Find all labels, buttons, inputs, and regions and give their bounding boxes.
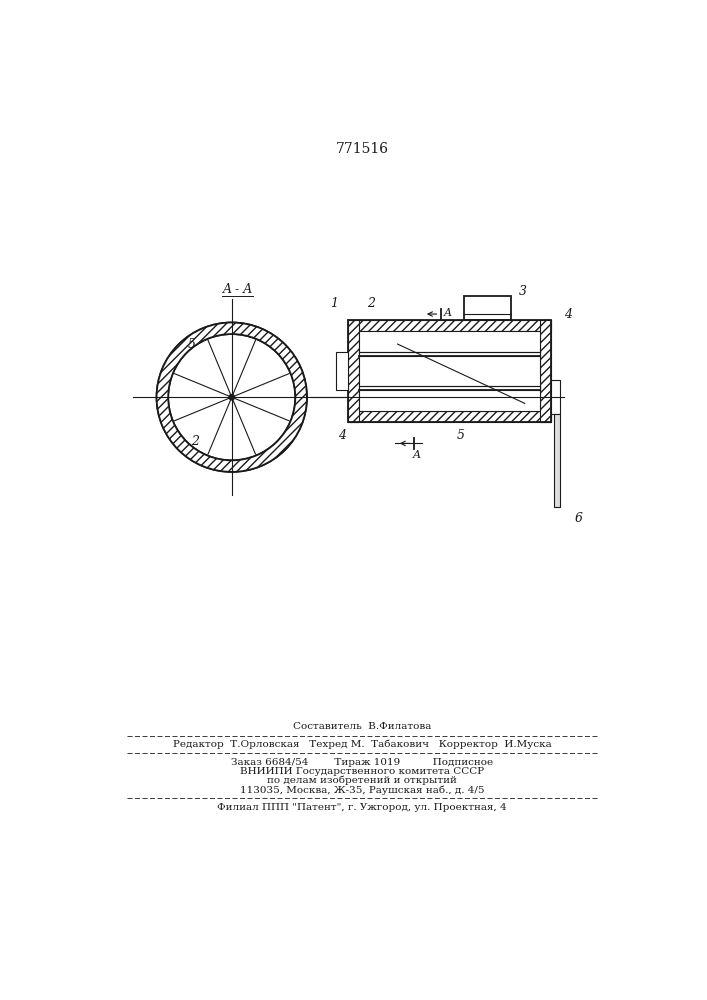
Text: Филиал ППП "Патент", г. Ужгород, ул. Проектная, 4: Филиал ППП "Патент", г. Ужгород, ул. Про… (217, 803, 507, 812)
Bar (336, 352, 348, 390)
Bar (348, 411, 551, 422)
Text: 113035, Москва, Ж-35, Раушская наб., д. 4/5: 113035, Москва, Ж-35, Раушская наб., д. … (240, 785, 484, 795)
Text: A - A: A - A (223, 283, 253, 296)
Bar (359, 331, 540, 411)
Text: 5: 5 (187, 338, 195, 351)
Text: по делам изобретений и открытий: по делам изобретений и открытий (267, 776, 457, 785)
Text: 3: 3 (518, 285, 527, 298)
Text: 6: 6 (574, 512, 582, 525)
Text: Заказ 6684/54        Тираж 1019          Подписное: Заказ 6684/54 Тираж 1019 Подписное (231, 758, 493, 767)
Bar (554, 414, 559, 507)
Bar (348, 320, 359, 422)
Text: 4: 4 (338, 429, 346, 442)
Circle shape (229, 395, 235, 400)
Bar (551, 380, 561, 414)
Bar (359, 386, 540, 390)
Text: A: A (444, 308, 452, 318)
Text: A: A (413, 450, 421, 460)
Text: 5: 5 (457, 429, 464, 442)
Bar (359, 352, 540, 356)
Text: 771516: 771516 (335, 142, 388, 156)
Bar (540, 320, 551, 422)
Text: 2: 2 (191, 435, 199, 448)
Text: 1: 1 (330, 297, 338, 310)
Bar (348, 320, 551, 331)
Text: 4: 4 (564, 308, 572, 321)
Text: 2: 2 (367, 297, 375, 310)
Bar (464, 296, 510, 320)
Text: Составитель  В.Филатова: Составитель В.Филатова (293, 722, 431, 731)
Text: Редактор  Т.Орловская   Техред М.  Табакович   Корректор  И.Муска: Редактор Т.Орловская Техред М. Табакович… (173, 740, 551, 749)
Bar (348, 320, 551, 422)
Text: ВНИИПИ Государственного комитета СССР: ВНИИПИ Государственного комитета СССР (240, 767, 484, 776)
